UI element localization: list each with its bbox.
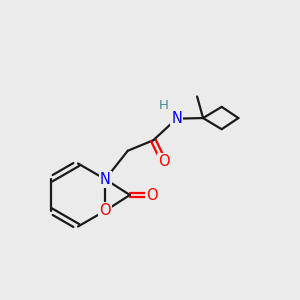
Text: O: O	[158, 154, 169, 169]
Text: N: N	[171, 111, 182, 125]
Text: N: N	[100, 172, 111, 187]
Text: O: O	[146, 188, 157, 202]
Text: H: H	[159, 99, 169, 112]
Text: O: O	[100, 203, 111, 218]
